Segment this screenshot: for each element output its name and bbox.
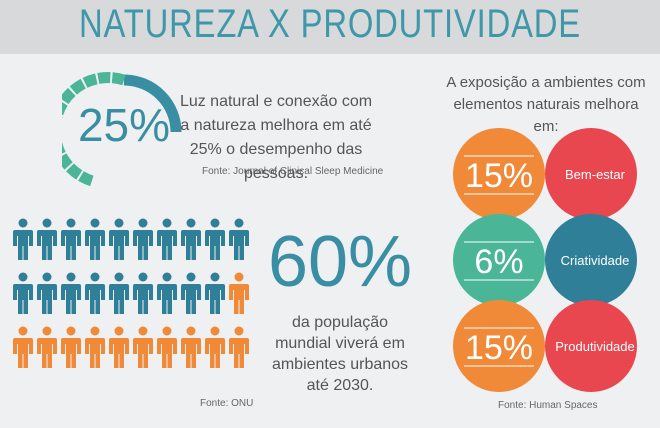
benefit-label: Criatividade bbox=[561, 253, 630, 268]
person-icon bbox=[181, 218, 201, 260]
benefit-item: 6% Criatividade bbox=[453, 214, 637, 306]
ring-segment-green bbox=[62, 72, 126, 187]
person-icon bbox=[85, 272, 105, 314]
stat1-source: Fonte: Journal of Clinical Sleep Medicin… bbox=[202, 166, 384, 177]
person-icon bbox=[133, 272, 153, 314]
person-icon bbox=[133, 326, 153, 368]
benefit-label: Produtividade bbox=[555, 339, 635, 354]
value-circle bbox=[453, 214, 545, 306]
person-icon bbox=[157, 218, 177, 260]
person-icon bbox=[61, 218, 81, 260]
value-circle bbox=[453, 128, 545, 220]
person-icon bbox=[157, 272, 177, 314]
label-circle bbox=[545, 128, 637, 220]
ring-segment-blue bbox=[123, 74, 182, 133]
person-icon bbox=[61, 272, 81, 314]
person-icon bbox=[229, 272, 249, 314]
person-icon bbox=[37, 218, 57, 260]
stat2-value: 60% bbox=[267, 222, 413, 302]
person-icon bbox=[109, 218, 129, 260]
person-icon bbox=[13, 326, 33, 368]
stat3-source: Fonte: Human Spaces bbox=[498, 400, 598, 411]
person-icon bbox=[109, 326, 129, 368]
person-icon bbox=[181, 272, 201, 314]
person-icon bbox=[13, 218, 33, 260]
person-icon bbox=[37, 326, 57, 368]
value-circle bbox=[453, 300, 545, 392]
person-icon bbox=[205, 272, 225, 314]
progress-ring bbox=[62, 72, 182, 187]
title-bar bbox=[0, 0, 660, 54]
stat2-description: da população mundial viverá em ambientes… bbox=[271, 314, 409, 394]
person-icon bbox=[157, 326, 177, 368]
person-icon bbox=[85, 326, 105, 368]
benefit-circles: 15% Bem-estar 6% Criatividade 15% Produtivida… bbox=[453, 128, 637, 392]
benefit-label: Bem-estar bbox=[565, 167, 626, 182]
label-circle bbox=[545, 300, 637, 392]
benefit-item: 15% Produtividade bbox=[453, 300, 637, 392]
person-icon bbox=[229, 218, 249, 260]
label-circle bbox=[545, 214, 637, 306]
people-grid bbox=[13, 218, 249, 368]
benefit-value: 15% bbox=[465, 329, 533, 367]
benefit-value: 6% bbox=[474, 243, 523, 281]
person-icon bbox=[37, 272, 57, 314]
stat2-source: Fonte: ONU bbox=[200, 398, 254, 409]
person-icon bbox=[133, 218, 153, 260]
person-icon bbox=[181, 326, 201, 368]
person-icon bbox=[61, 326, 81, 368]
stat3-heading: A exposição a ambientes com elementos na… bbox=[446, 74, 646, 135]
benefit-item: 15% Bem-estar bbox=[453, 128, 637, 220]
stat1-value: 25% bbox=[77, 99, 171, 151]
person-icon bbox=[205, 218, 225, 260]
person-icon bbox=[229, 326, 249, 368]
stat1-description: Luz natural e conexão com a natureza mel… bbox=[179, 93, 373, 182]
benefit-value: 15% bbox=[465, 157, 533, 195]
person-icon bbox=[13, 272, 33, 314]
person-icon bbox=[109, 272, 129, 314]
page-title: NATUREZA X PRODUTIVIDADE bbox=[78, 2, 582, 46]
person-icon bbox=[205, 326, 225, 368]
person-icon bbox=[85, 218, 105, 260]
